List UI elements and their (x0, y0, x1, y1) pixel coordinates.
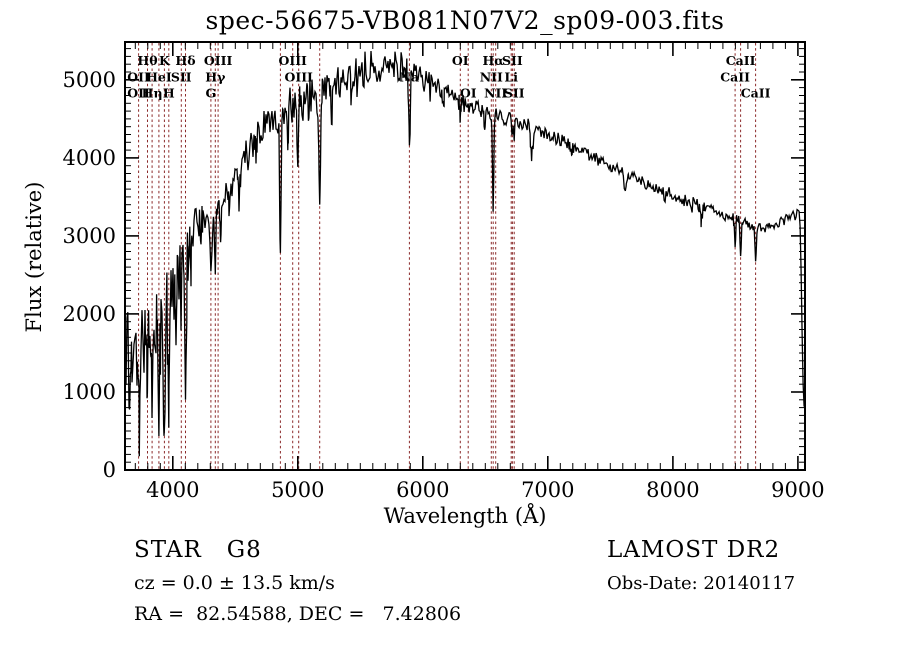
spectral-line-label: OI (460, 86, 477, 101)
x-axis-ticks: 4000 5000 6000 7000 8000 9000 (134, 42, 825, 502)
x-tick-label: 6000 (396, 478, 449, 502)
x-tick-label: 7000 (521, 478, 574, 502)
spectral-line-label: CaII (741, 86, 771, 101)
spectral-line-label: Hη (142, 86, 163, 101)
spectral-line-label: OII (127, 70, 150, 85)
axes (124, 41, 806, 471)
spectral-line-label: Hδ (175, 53, 195, 68)
spectral-line-label: OIII (278, 53, 307, 68)
spectral-line-label: OIII (204, 53, 233, 68)
spectral-line-label: G (206, 86, 217, 101)
y-axis-ticks: 0 1000 2000 3000 4000 5000 (63, 48, 805, 482)
spectral-line-label: SII (502, 53, 523, 68)
x-tick-label: 9000 (771, 478, 824, 502)
spectral-line-label: CaII (720, 70, 750, 85)
y-axis-label: Flux (relative) (22, 181, 46, 333)
spectral-line-label: CaII (726, 53, 756, 68)
plot-border (124, 41, 806, 471)
x-axis-label: Wavelength (Å) (383, 504, 547, 528)
y-tick-label: 0 (103, 458, 116, 482)
y-tick-label: 5000 (63, 68, 116, 92)
spectral-line-label: Hθ (137, 53, 157, 68)
y-tick-label: 2000 (63, 302, 116, 326)
spectral-line-label: K (159, 53, 171, 68)
spectral-line-label: Na (400, 70, 420, 85)
survey-release-text: LAMOST DR2 (607, 537, 781, 563)
page-title: spec-56675-VB081N07V2_sp09-003.fits (205, 6, 725, 35)
y-tick-label: 4000 (63, 146, 116, 170)
spectrum-series (125, 50, 805, 457)
spectral-line-markers (138, 43, 757, 469)
spectral-line-label: SII (171, 70, 192, 85)
obs-date-text: Obs-Date: 20140117 (607, 573, 796, 594)
object-class-text: STAR G8 (134, 537, 262, 563)
spectral-line-label: Li (504, 70, 518, 85)
velocity-text: cz = 0.0 ± 13.5 km/s (134, 572, 335, 594)
spectral-line-label: OII (127, 86, 150, 101)
spectral-line-label: HeI (146, 70, 172, 85)
spectral-line-label: NII (480, 70, 503, 85)
spectral-line-label: OI (452, 53, 469, 68)
x-tick-label: 8000 (646, 478, 699, 502)
spectrum-path (125, 50, 805, 457)
coordinates-text: RA = 82.54588, DEC = 7.42806 (134, 603, 462, 625)
x-tick-label: 4000 (146, 478, 199, 502)
spectral-line-label: OIII (284, 70, 313, 85)
spectral-line-label: SII (504, 86, 525, 101)
y-tick-label: 3000 (63, 224, 116, 248)
spectral-line-label: Hα (482, 53, 504, 68)
spectral-line-label: NII (484, 86, 507, 101)
x-tick-label: 5000 (271, 478, 324, 502)
spectral-line-label: Hγ (205, 70, 226, 85)
spectral-line-label: H (163, 86, 175, 101)
y-tick-label: 1000 (63, 380, 116, 404)
